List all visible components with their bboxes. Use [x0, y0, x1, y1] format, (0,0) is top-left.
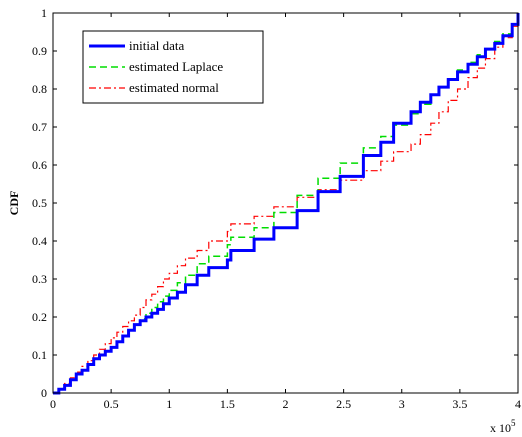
y-tick-label: 0.6	[32, 158, 47, 172]
x-tick-label: 0.5	[104, 397, 119, 411]
y-tick-label: 0.5	[32, 196, 47, 210]
x-tick-label: 1	[166, 397, 172, 411]
y-tick-label: 0.7	[32, 120, 47, 134]
y-tick-label: 0.3	[32, 272, 47, 286]
x-multiplier-label: x 105	[490, 418, 516, 435]
legend-label: estimated Laplace	[129, 59, 223, 74]
x-tick-label: 2.5	[336, 397, 351, 411]
series-initial-data	[53, 13, 520, 395]
y-tick-label: 1	[41, 6, 47, 20]
x-tick-label: 0	[50, 397, 56, 411]
ticks-layer: 0 0.5 1 1.5 2 2.5 3 3.5 4 0 0.1 0.2 0.3 0.4 0.5 0.6 0.7 0…	[32, 6, 521, 411]
y-tick-label: 0.9	[32, 44, 47, 58]
y-axis-label: CDF	[7, 191, 21, 216]
x-tick-label: 1.5	[220, 397, 235, 411]
y-tick-label: 0	[41, 386, 47, 400]
y-tick-label: 0.2	[32, 310, 47, 324]
series-estimated-normal	[53, 13, 519, 394]
y-tick-label: 0.1	[32, 348, 47, 362]
legend-label: initial data	[129, 38, 184, 53]
y-tick-label: 0.4	[32, 234, 47, 248]
legend-box	[82, 30, 264, 104]
legend-label: estimated normal	[129, 80, 219, 95]
x-tick-label: 3.5	[452, 397, 467, 411]
legend: initial data estimated Laplace estimated n…	[82, 30, 264, 104]
x-tick-label: 2	[283, 397, 289, 411]
x-tick-label: 4	[515, 397, 521, 411]
x-multiplier-exponent: 5	[511, 418, 516, 428]
y-tick-label: 0.8	[32, 82, 47, 96]
x-multiplier-base: x 10	[490, 421, 511, 435]
series-layer	[53, 13, 520, 395]
x-tick-label: 3	[399, 397, 405, 411]
